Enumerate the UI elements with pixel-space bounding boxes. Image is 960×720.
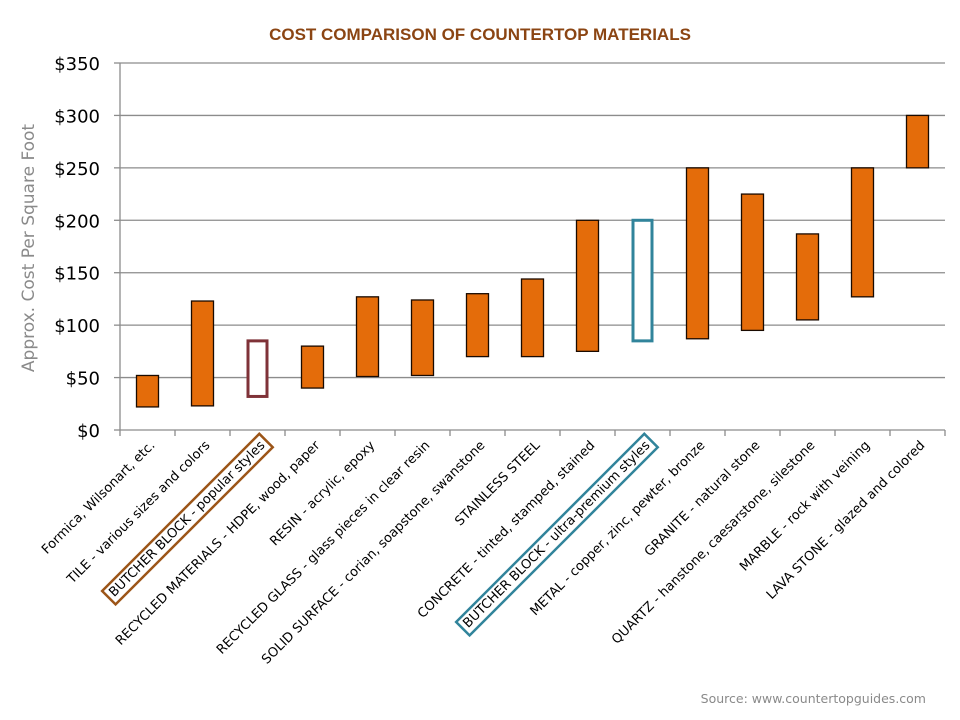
range-bar bbox=[355, 296, 380, 378]
x-tick-label-group: BUTCHER BLOCK - ultra-premium styles bbox=[454, 432, 660, 638]
range-bar bbox=[685, 167, 710, 340]
range-bar-highlighted bbox=[631, 218, 654, 343]
y-tick-label: $50 bbox=[66, 369, 100, 390]
source-annotation: Source: www.countertopguides.com bbox=[701, 691, 926, 706]
axes bbox=[114, 62, 946, 436]
range-bar bbox=[905, 114, 930, 169]
range-bar bbox=[795, 233, 820, 321]
x-tick-label-group: RECYCLED MATERIALS - HDPE, wood, paper bbox=[113, 438, 324, 649]
range-bar-highlighted bbox=[246, 339, 269, 398]
y-tick-label: $0 bbox=[77, 421, 100, 442]
x-tick-label-group: Formica, Wilsonart, etc. bbox=[39, 438, 158, 557]
range-bar bbox=[465, 293, 490, 358]
range-bar bbox=[850, 167, 875, 298]
range-bar bbox=[410, 299, 435, 377]
x-tick-label: RESIN - acrylic, epoxy bbox=[267, 438, 378, 549]
range-bar bbox=[300, 345, 325, 389]
y-tick-label: $300 bbox=[54, 106, 100, 127]
range-bar bbox=[520, 278, 545, 358]
x-tick-label: QUARTZ - hanstone, caesarstone, sileston… bbox=[609, 438, 818, 647]
x-tick-label: RECYCLED MATERIALS - HDPE, wood, paper bbox=[113, 438, 324, 649]
x-tick-label-group: QUARTZ - hanstone, caesarstone, sileston… bbox=[609, 438, 818, 647]
y-axis-label: Approx. Cost Per Square Foot bbox=[19, 124, 39, 372]
bars bbox=[135, 114, 930, 408]
y-tick-label: $100 bbox=[54, 316, 100, 337]
y-tick-label: $150 bbox=[54, 264, 100, 285]
x-tick-label: Formica, Wilsonart, etc. bbox=[39, 438, 158, 557]
x-tick-label: BUTCHER BLOCK - ultra-premium styles bbox=[460, 438, 653, 631]
x-tick-label-group: GRANITE - natural stone bbox=[642, 438, 763, 559]
x-tick-label: RECYCLED GLASS - glass pieces in clear r… bbox=[214, 438, 433, 657]
y-tick-labels: $0 $50 $100 $150 $200 $250 $300 $350 bbox=[54, 54, 100, 442]
range-bar bbox=[190, 300, 215, 407]
chart-title: COST COMPARISON OF COUNTERTOP MATERIALS bbox=[269, 25, 691, 44]
range-bar bbox=[575, 219, 600, 353]
y-tick-label: $200 bbox=[54, 211, 100, 232]
x-tick-label-group: RECYCLED GLASS - glass pieces in clear r… bbox=[214, 438, 433, 657]
range-bar bbox=[135, 374, 160, 408]
range-bar bbox=[740, 193, 765, 332]
y-tick-label: $350 bbox=[54, 54, 100, 75]
x-tick-label-highlight-box bbox=[100, 432, 275, 607]
x-tick-label: GRANITE - natural stone bbox=[642, 438, 763, 559]
gridlines bbox=[120, 62, 945, 379]
x-tick-label-highlight-box bbox=[454, 432, 660, 638]
x-tick-labels: Formica, Wilsonart, etc.TILE - various s… bbox=[39, 432, 928, 667]
y-tick-label: $250 bbox=[54, 159, 100, 180]
x-tick-label-group: RESIN - acrylic, epoxy bbox=[267, 438, 378, 549]
